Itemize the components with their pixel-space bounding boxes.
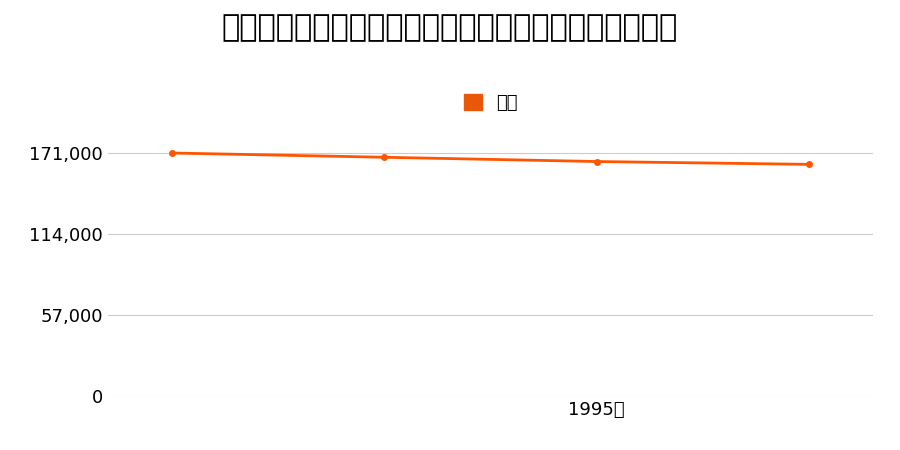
価格 bbox=[804, 162, 814, 167]
価格 bbox=[379, 154, 390, 160]
Text: 大阪府南河内郡太子町聖和台４丁目１３番５の地価推移: 大阪府南河内郡太子町聖和台４丁目１３番５の地価推移 bbox=[222, 14, 678, 42]
価格 bbox=[591, 159, 602, 164]
Line: 価格: 価格 bbox=[169, 150, 812, 167]
価格 bbox=[166, 150, 177, 156]
Legend: 価格: 価格 bbox=[456, 86, 525, 119]
